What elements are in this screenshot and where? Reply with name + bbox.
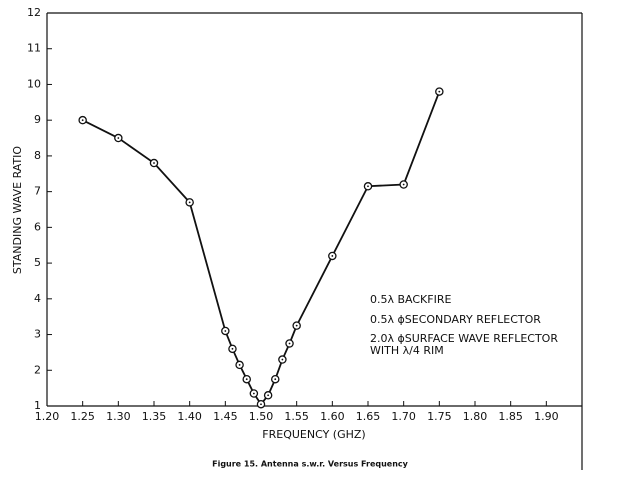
annotation: 0.5λ ϕSECONDARY REFLECTOR [370,313,541,326]
annotation: 0.5λ BACKFIRE [370,293,451,306]
data-point-center [117,137,120,139]
x-tick-label: 1.90 [534,410,559,423]
data-point-center [274,378,277,381]
data-point-center [224,330,227,332]
x-tick-label: 1.55 [284,410,309,423]
x-tick-label: 1.40 [177,410,202,423]
data-point-center [281,358,284,361]
x-tick-label: 1.50 [249,410,274,423]
data-point-center [153,162,155,164]
x-tick-label: 1.25 [70,410,95,423]
y-tick-label: 5 [34,256,41,269]
x-tick-label: 1.35 [142,410,167,423]
data-point-center [402,183,405,186]
y-tick-label: 2 [34,363,41,376]
x-axis-label: FREQUENCY (GHZ) [262,428,365,441]
x-tick-label: 1.60 [320,410,345,423]
y-axis-label: STANDING WAVE RATIO [11,146,24,274]
x-tick-label: 1.75 [427,410,452,423]
data-point-center [238,364,241,366]
y-tick-label: 6 [34,220,41,233]
data-point-center [252,392,255,395]
y-tick-label: 7 [34,185,41,198]
annotation: 2.0λ ϕSURFACE WAVE REFLECTOR [370,332,558,345]
x-tick-label: 1.70 [391,410,416,423]
data-point-center [231,347,234,350]
data-point-center [245,378,248,381]
x-tick-label: 1.80 [463,410,488,423]
y-tick-label: 9 [34,113,41,126]
y-tick-label: 4 [34,292,41,305]
data-point-center [295,324,298,327]
y-tick-label: 11 [27,42,41,55]
x-tick-label: 1.45 [213,410,238,423]
series-line [82,91,441,406]
annotation: WITH λ/4 RIM [370,344,444,357]
caption: Figure 15. Antenna s.w.r. Versus Frequen… [212,460,409,469]
y-tick-label: 8 [34,149,41,162]
x-tick-label: 1.85 [498,410,523,423]
data-point-center [288,342,291,345]
y-tick-label: 10 [27,77,41,90]
data-point-center [188,201,191,204]
data-point-center [267,394,270,397]
data-point-center [367,185,369,188]
data-point-center [331,255,334,257]
x-tick-label: 1.65 [356,410,381,423]
y-tick-label: 12 [27,6,41,19]
y-tick-label: 3 [34,328,41,341]
x-tick-label: 1.30 [106,410,131,423]
data-point-center [260,403,262,406]
y-tick-label: 1 [34,399,41,412]
x-tick-label: 1.20 [35,410,60,423]
data-point-center [438,90,441,93]
data-point-center [81,119,84,122]
